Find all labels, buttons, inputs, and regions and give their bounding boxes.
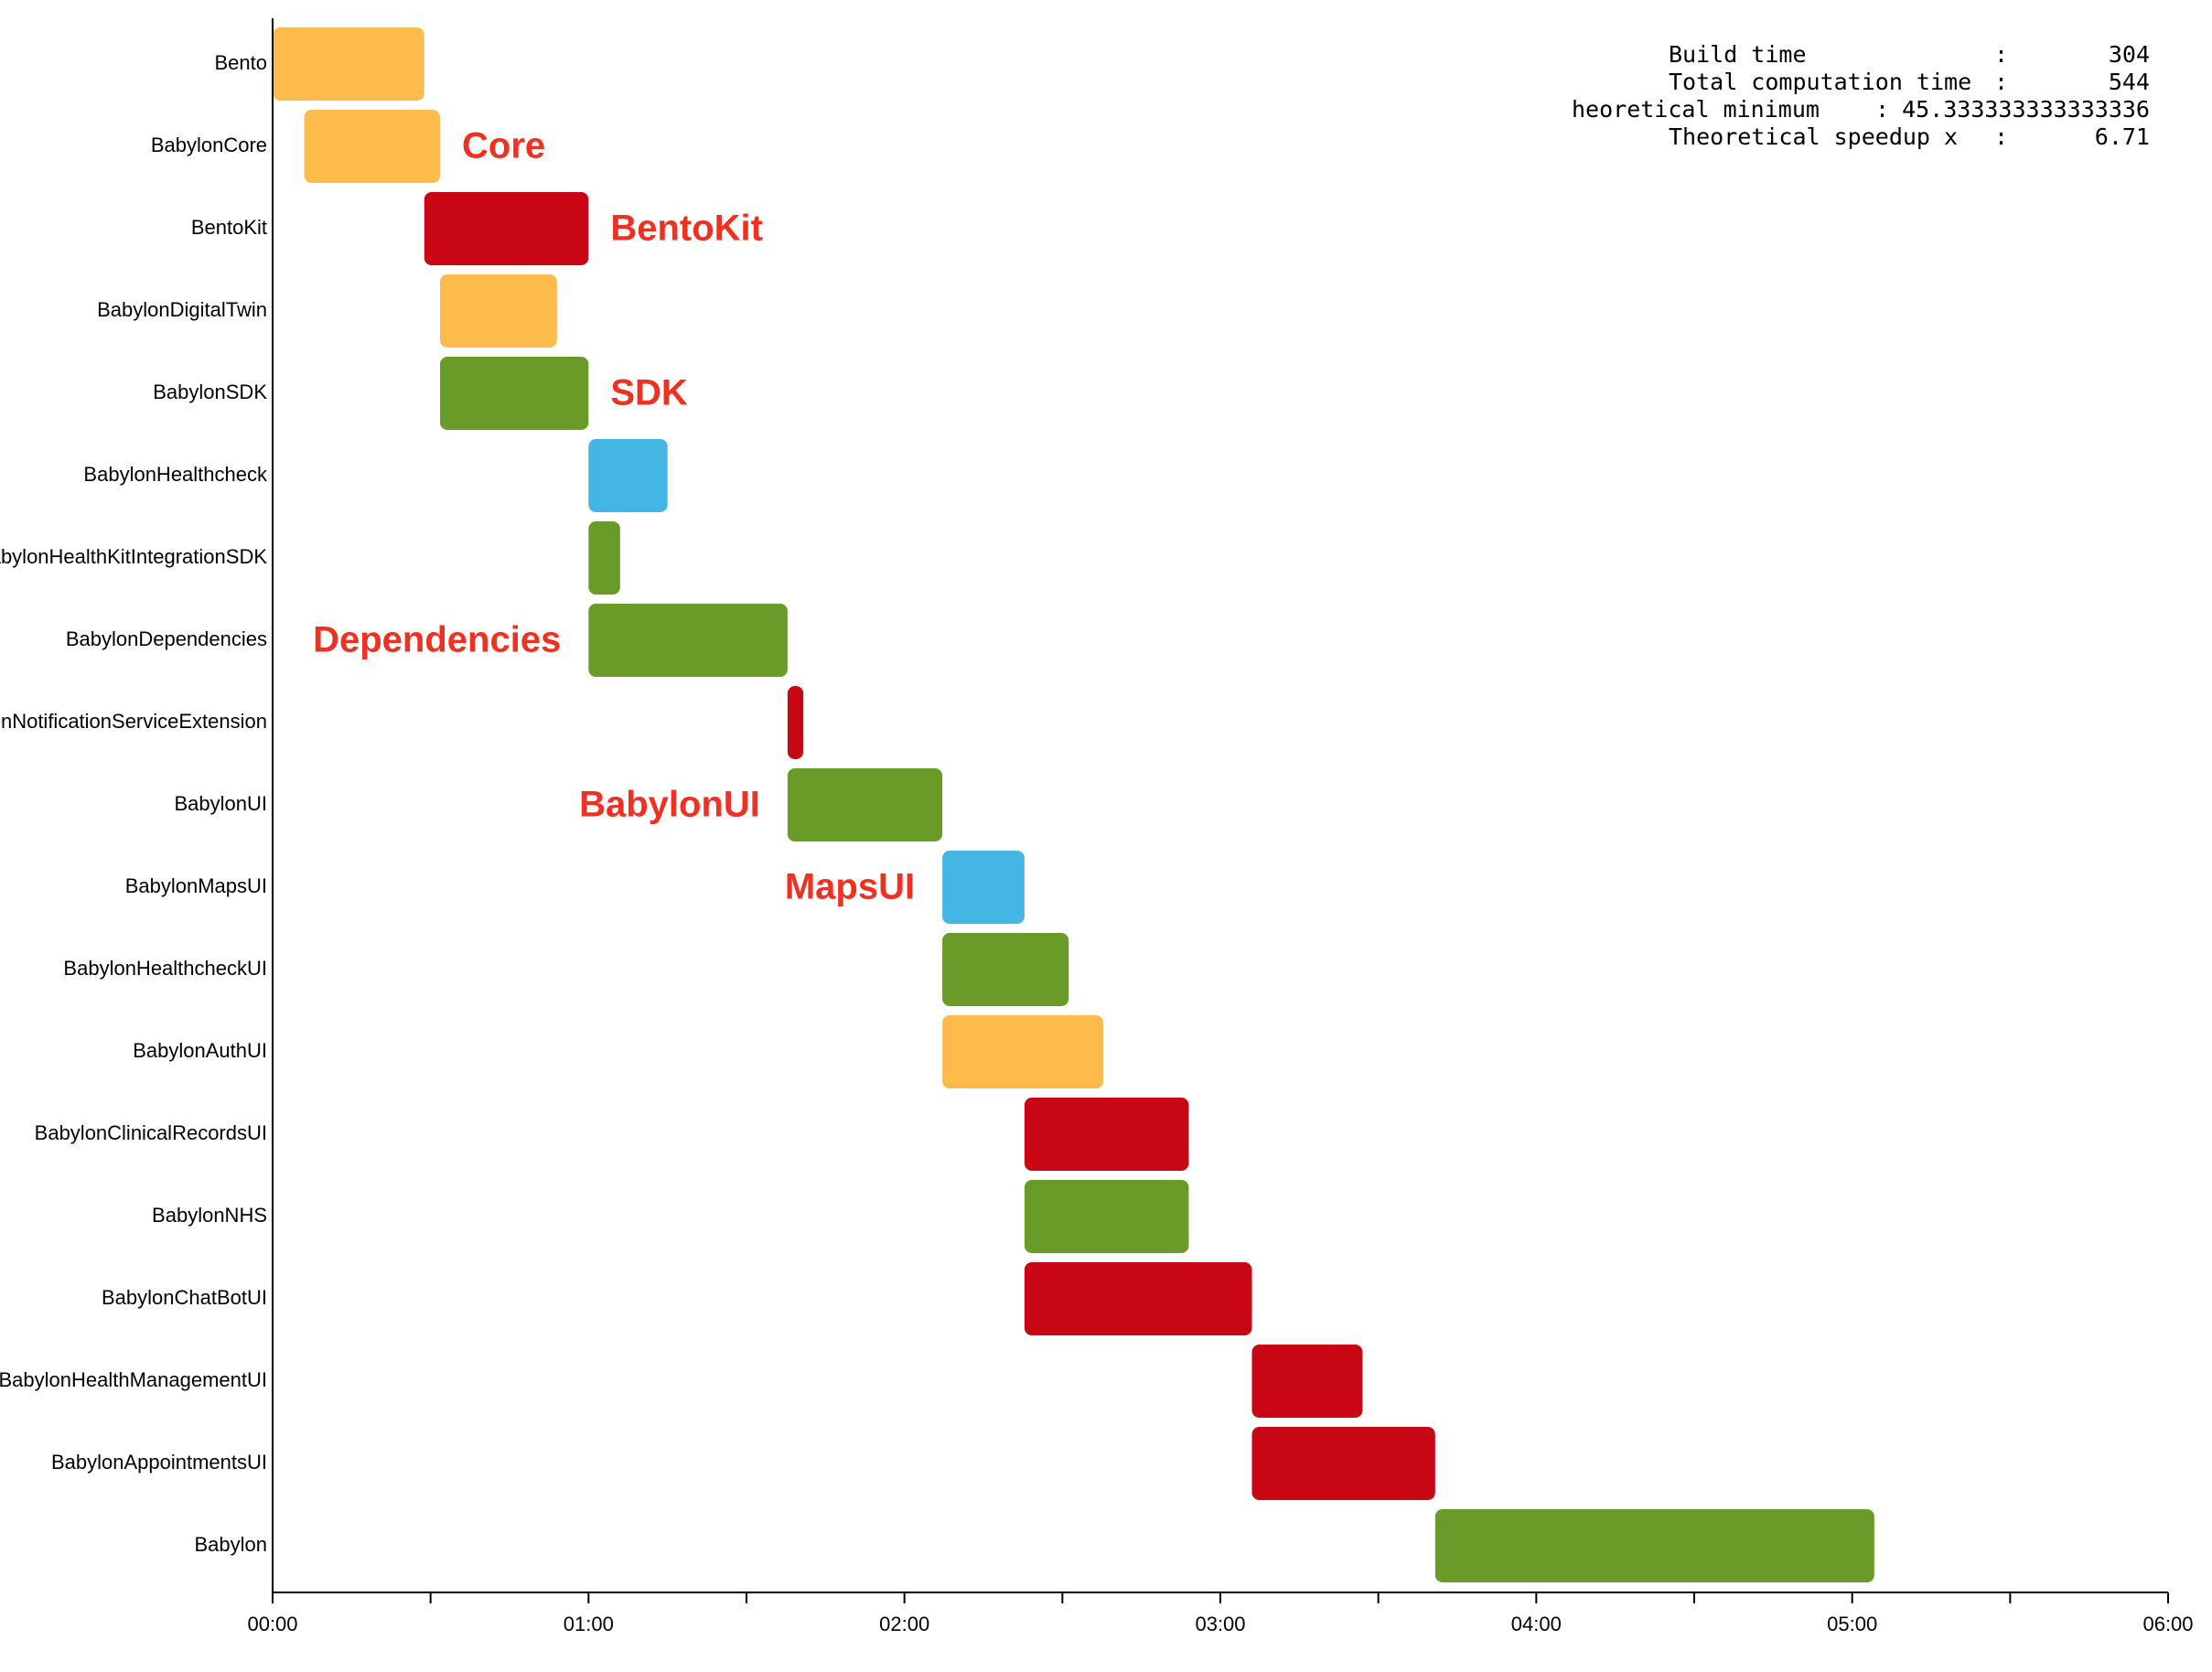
bar-babylon-ui [787, 768, 943, 841]
task-label-babylon-ui: BabylonUI [174, 792, 267, 815]
bar-bento [273, 27, 424, 101]
task-label-babylon-core: BabylonCore [151, 134, 267, 156]
task-bars [273, 27, 1874, 1582]
stat-label: heoretical minimum [1572, 96, 1820, 123]
x-tick-label: 04:00 [1511, 1613, 1562, 1635]
bar-babylon-core [304, 110, 441, 183]
stat-label: Theoretical speedup x [1669, 123, 1958, 150]
task-label-babylon-notification-service-extension: BabylonNotificationServiceExtension [0, 710, 267, 733]
annotation-maps-ui: MapsUI [785, 867, 915, 907]
task-label-babylon-chat-bot-ui: BabylonChatBotUI [102, 1286, 267, 1309]
bar-babylon-auth-ui [942, 1015, 1104, 1088]
annotation-bento-kit: BentoKit [610, 209, 763, 249]
stat-separator: : [1875, 96, 1889, 123]
stat-value: 544 [2109, 69, 2150, 95]
task-label-babylon: Babylon [194, 1533, 267, 1556]
task-label-babylon-nhs: BabylonNHS [152, 1204, 267, 1227]
task-label-babylon-healthcheck: BabylonHealthcheck [83, 463, 268, 486]
task-label-bento: Bento [215, 51, 268, 74]
bar-babylon-nhs [1024, 1180, 1189, 1253]
annotation-core: Core [462, 126, 545, 166]
task-label-babylon-appointments-ui: BabylonAppointmentsUI [51, 1451, 267, 1474]
x-tick-label: 06:00 [2142, 1613, 2193, 1635]
task-label-babylon-clinical-records-ui: BabylonClinicalRecordsUI [35, 1121, 267, 1144]
bar-babylon-notification-service-extension [787, 686, 804, 759]
task-label-bento-kit: BentoKit [191, 216, 267, 239]
bar-babylon-health-kit-integration-sdk [588, 521, 620, 595]
bar-babylon-clinical-records-ui [1024, 1098, 1189, 1171]
task-label-babylon-auth-ui: BabylonAuthUI [133, 1039, 267, 1062]
stat-value: 304 [2109, 41, 2150, 68]
stat-value: 6.71 [2095, 123, 2150, 150]
task-labels: Bento BabylonCore BentoKit BabylonDigitalTw… [0, 51, 268, 1556]
task-label-babylon-digital-twin: BabylonDigitalTwin [97, 298, 267, 321]
bar-babylon-healthcheck-ui [942, 933, 1069, 1006]
bar-babylon-dependencies [588, 604, 788, 677]
x-tick-label: 03:00 [1195, 1613, 1245, 1635]
task-label-babylon-healthcheck-ui: BabylonHealthcheckUI [63, 957, 267, 980]
annotation-dependencies: Dependencies [313, 620, 561, 660]
task-label-babylon-health-management-ui: BabylonHealthManagementUI [0, 1368, 267, 1391]
bar-babylon-health-management-ui [1251, 1345, 1363, 1418]
group-annotations: Core BentoKit SDK Dependencies BabylonUI Maps… [313, 126, 915, 907]
bar-babylon-digital-twin [440, 274, 557, 348]
x-tick-label: 05:00 [1827, 1613, 1877, 1635]
stat-separator: : [1994, 41, 2008, 68]
bar-babylon-healthcheck [588, 439, 668, 512]
task-label-babylon-maps-ui: BabylonMapsUI [125, 874, 267, 897]
bar-bento-kit [424, 192, 589, 265]
bar-babylon-sdk [440, 357, 589, 430]
x-tick-label: 00:00 [247, 1613, 297, 1635]
bar-babylon-maps-ui [942, 851, 1025, 924]
bar-babylon-appointments-ui [1251, 1427, 1435, 1500]
build-stats: Build time: 304 Total computation time: 544… [1572, 41, 2150, 150]
task-label-babylon-health-kit-integration-sdk: BabylonHealthKitIntegrationSDK [0, 545, 267, 568]
stat-separator: : [1994, 69, 2008, 95]
stat-value: 45.333333333333336 [1902, 96, 2150, 123]
annotation-babylon-ui: BabylonUI [579, 785, 760, 825]
bar-babylon [1434, 1509, 1874, 1582]
task-label-babylon-sdk: BabylonSDK [153, 380, 267, 403]
stat-label: Build time [1669, 41, 1807, 68]
stat-label: Total computation time [1669, 69, 1971, 95]
annotation-sdk: SDK [610, 373, 688, 413]
stat-separator: : [1994, 123, 2008, 150]
bar-babylon-chat-bot-ui [1024, 1262, 1252, 1335]
task-label-babylon-dependencies: BabylonDependencies [66, 627, 267, 650]
x-axis: 00:00 01:00 02:00 03:00 04:00 05:00 06:00 [247, 18, 2194, 1635]
x-tick-label: 02:00 [879, 1613, 929, 1635]
x-tick-label: 01:00 [564, 1613, 614, 1635]
